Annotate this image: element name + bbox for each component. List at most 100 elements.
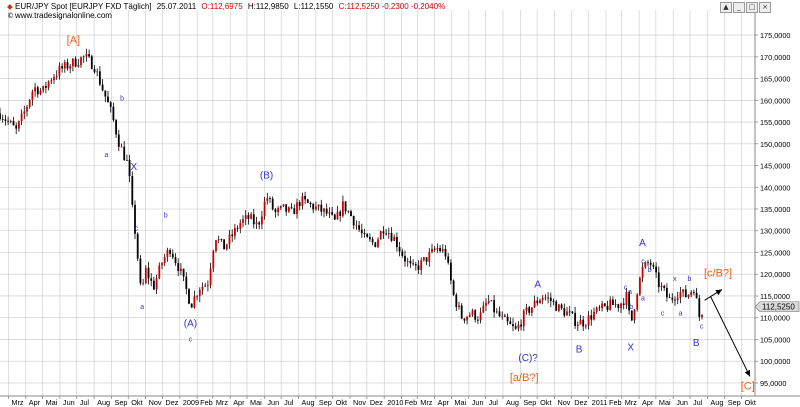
y-tick-label: 175,0000 bbox=[760, 31, 790, 40]
candle-body bbox=[558, 304, 560, 311]
candle-body bbox=[598, 307, 601, 309]
candle-body bbox=[325, 208, 328, 214]
candle-body bbox=[355, 225, 358, 227]
candle-body bbox=[174, 257, 177, 264]
wave-label: a bbox=[140, 304, 144, 311]
candle-body bbox=[315, 206, 317, 210]
candle-body bbox=[509, 321, 512, 325]
candle-body bbox=[363, 233, 366, 235]
candle-body bbox=[158, 265, 161, 279]
candle-body bbox=[217, 239, 220, 241]
x-tick-label: Mrz bbox=[216, 398, 229, 407]
candle-body bbox=[169, 250, 171, 254]
candle-body bbox=[655, 266, 657, 273]
candle-body bbox=[382, 231, 385, 234]
x-tick-label: Jul bbox=[693, 398, 703, 407]
wave-label: A bbox=[534, 279, 541, 290]
candle-body bbox=[269, 198, 271, 199]
candle-body bbox=[250, 214, 252, 219]
wave-label: [a/B?] bbox=[510, 372, 539, 384]
wave-label: A bbox=[639, 238, 646, 249]
candle-body bbox=[55, 75, 58, 78]
candle-body bbox=[239, 222, 242, 229]
candle-body bbox=[231, 234, 234, 237]
candle-body bbox=[77, 65, 80, 67]
candle-body bbox=[252, 214, 255, 225]
candle-body bbox=[504, 315, 506, 317]
candle-body bbox=[512, 324, 514, 327]
candle-body bbox=[182, 268, 185, 277]
candle-body bbox=[31, 91, 34, 100]
candle-body bbox=[425, 257, 428, 262]
candle-body bbox=[490, 300, 493, 302]
candle-body bbox=[20, 113, 23, 122]
y-tick-label: 125,0000 bbox=[760, 248, 790, 257]
candle-body bbox=[163, 257, 166, 264]
candle-body bbox=[171, 253, 174, 258]
x-tick-label: Feb bbox=[405, 398, 418, 407]
candle-body bbox=[460, 305, 463, 319]
y-tick-label: 105,0000 bbox=[760, 335, 790, 344]
candle-body bbox=[385, 233, 387, 235]
chart-menu-button[interactable]: ▲ bbox=[720, 2, 732, 13]
candle-body bbox=[663, 285, 666, 288]
candle-body bbox=[198, 289, 201, 297]
wave-label: [A] bbox=[67, 35, 80, 47]
wave-label: [c/B?] bbox=[704, 267, 732, 279]
candle-body bbox=[676, 297, 679, 301]
x-tick-label: Okt bbox=[336, 398, 347, 407]
x-tick-label: Aug bbox=[302, 398, 315, 407]
candle-body bbox=[393, 237, 396, 241]
candle-body bbox=[350, 211, 352, 217]
x-tick-label: Jun bbox=[267, 398, 279, 407]
y-tick-label: 110,0000 bbox=[760, 314, 790, 323]
candle-body bbox=[290, 207, 293, 209]
candle-body bbox=[99, 71, 101, 85]
candle-body bbox=[309, 202, 312, 205]
candle-body bbox=[398, 247, 401, 252]
x-tick-label: Nov bbox=[557, 398, 570, 407]
candle-body bbox=[69, 66, 72, 69]
candle-body bbox=[487, 300, 490, 303]
y-tick-label: 115,0000 bbox=[760, 292, 790, 301]
wave-label: a bbox=[104, 152, 108, 159]
candle-body bbox=[560, 304, 563, 309]
candle-body bbox=[606, 305, 609, 310]
x-tick-label: Mrz bbox=[11, 398, 24, 407]
candle-body bbox=[525, 307, 528, 311]
candle-body bbox=[587, 315, 590, 326]
candle-body bbox=[412, 263, 414, 265]
y-tick-label: 135,0000 bbox=[760, 205, 790, 214]
candle-body bbox=[139, 258, 142, 284]
candle-body bbox=[687, 294, 690, 298]
candle-body bbox=[301, 196, 304, 207]
wave-label: (B) bbox=[260, 171, 273, 182]
candle-body bbox=[552, 300, 555, 302]
candle-body bbox=[617, 304, 620, 308]
candle-body bbox=[39, 90, 42, 95]
instrument-name: EUR/JPY Spot [EURJPY FXD Täglich] bbox=[15, 2, 152, 11]
candle-body bbox=[90, 56, 93, 69]
candle-body bbox=[298, 202, 301, 207]
candle-body bbox=[358, 225, 360, 230]
candle-body bbox=[26, 106, 28, 112]
candle-body bbox=[117, 134, 120, 147]
candle-body bbox=[34, 87, 36, 92]
close-button[interactable]: × bbox=[759, 2, 771, 13]
candle-body bbox=[452, 280, 455, 295]
x-tick-label: 2009 bbox=[183, 398, 199, 407]
candle-body bbox=[406, 260, 409, 262]
maximize-button[interactable]: □ bbox=[746, 2, 758, 13]
candle-body bbox=[185, 276, 188, 289]
candle-body bbox=[701, 314, 703, 318]
candle-body bbox=[547, 297, 549, 299]
candle-body bbox=[582, 319, 585, 327]
candle-body bbox=[531, 307, 533, 313]
source-link[interactable]: www.tradesignalonline.com bbox=[14, 11, 112, 20]
candle-body bbox=[668, 297, 671, 299]
minimize-button[interactable]: _ bbox=[733, 2, 745, 13]
candle-body bbox=[131, 176, 134, 205]
candle-body bbox=[207, 285, 209, 287]
candle-body bbox=[66, 62, 69, 69]
candle-body bbox=[190, 303, 193, 308]
